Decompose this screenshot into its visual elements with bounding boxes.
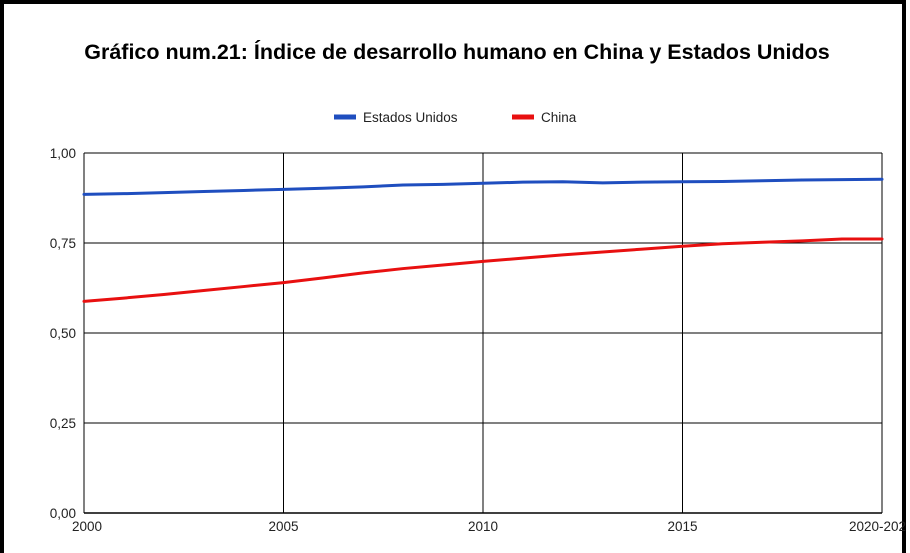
legend-item-estados-unidos: Estados Unidos xyxy=(334,110,458,125)
x-tick-label-4: 2020-202 xyxy=(849,519,906,534)
series-line-china xyxy=(82,237,884,303)
grid xyxy=(83,152,883,514)
y-tick-label-3: 0,75 xyxy=(50,236,76,251)
y-tick-label-1: 0,25 xyxy=(50,416,76,431)
y-tick-label-2: 0,50 xyxy=(50,326,76,341)
axis-ticks: 0,00 0,25 0,50 0,75 1,00 2000 2005 2010 2015 2020… xyxy=(50,146,906,534)
series-lines xyxy=(82,177,884,303)
chart-title: Gráfico num.21: Índice de desarrollo hum… xyxy=(84,40,830,64)
legend: Estados Unidos China xyxy=(334,110,577,125)
x-tick-label-3: 2015 xyxy=(667,519,697,534)
legend-item-china: China xyxy=(512,110,577,125)
x-tick-label-2: 2010 xyxy=(468,519,498,534)
legend-label-estados-unidos: Estados Unidos xyxy=(363,110,458,125)
series-line-estados-unidos xyxy=(82,177,884,196)
legend-label-china: China xyxy=(541,110,577,125)
x-tick-label-0: 2000 xyxy=(72,519,102,534)
y-tick-label-4: 1,00 xyxy=(50,146,76,161)
y-tick-label-0: 0,00 xyxy=(50,506,76,521)
x-tick-label-1: 2005 xyxy=(268,519,298,534)
